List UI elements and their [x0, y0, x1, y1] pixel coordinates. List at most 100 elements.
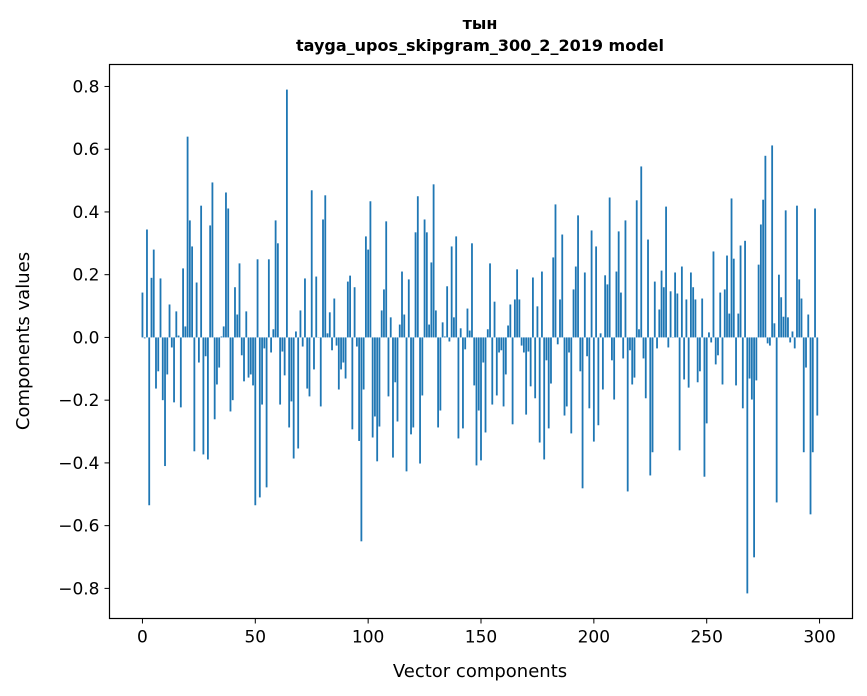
x-tick-label: 200 — [578, 628, 610, 648]
bar-280 — [773, 323, 776, 338]
bar-50 — [254, 337, 257, 506]
bar-41 — [234, 287, 236, 338]
bar-22 — [191, 246, 194, 338]
bar-19 — [184, 326, 187, 338]
bar-250 — [705, 337, 708, 424]
bar-47 — [247, 337, 250, 378]
bar-201 — [595, 246, 598, 338]
bar-106 — [380, 310, 383, 338]
bar-294 — [805, 337, 807, 368]
chart-title-line2: tayga_upos_skipgram_300_2_2019 model — [296, 36, 664, 55]
bar-26 — [200, 205, 203, 338]
bar-52 — [258, 337, 261, 498]
bar-13 — [170, 337, 173, 348]
y-tick-label: 0.4 — [72, 203, 99, 223]
y-axis-ticks: −0.8 −0.6 −0.4 −0.2 0.0 0.2 0.4 0.6 0.8 — [58, 77, 110, 599]
bar-253 — [712, 251, 715, 338]
bar-102 — [371, 337, 374, 438]
bar-108 — [385, 221, 388, 338]
bar-128 — [430, 262, 433, 338]
bar-107 — [383, 289, 385, 338]
bar-112 — [394, 337, 397, 383]
plot-frame — [108, 63, 854, 620]
bar-216 — [629, 337, 631, 351]
bar-266 — [741, 337, 744, 409]
bar-38 — [227, 208, 230, 338]
bar-43 — [238, 263, 241, 338]
bar-55 — [265, 337, 268, 488]
bar-114 — [398, 324, 401, 338]
bar-65 — [288, 337, 291, 428]
bar-257 — [721, 337, 724, 385]
bar-278 — [768, 337, 771, 346]
bar-283 — [780, 297, 783, 338]
bar-188 — [565, 337, 568, 407]
bar-44 — [240, 337, 243, 356]
bar-214 — [624, 220, 627, 338]
bar-183 — [554, 204, 557, 338]
bar-143 — [464, 337, 467, 350]
bar-135 — [446, 286, 449, 338]
bar-66 — [290, 337, 293, 402]
y-axis-label: Components values — [13, 252, 34, 430]
x-tick-label: 250 — [690, 628, 722, 648]
bar-157 — [495, 337, 498, 396]
bar-110 — [389, 317, 392, 338]
bar-219 — [635, 200, 638, 338]
bar-247 — [699, 337, 701, 372]
bar-244 — [692, 287, 695, 338]
bar-12 — [168, 304, 171, 338]
bar-14 — [173, 337, 175, 403]
bar-105 — [378, 337, 381, 427]
x-tick-label: 300 — [803, 628, 835, 648]
bar-255 — [717, 337, 719, 356]
bar-82 — [326, 333, 329, 338]
bar-210 — [615, 271, 618, 338]
bar-70 — [299, 310, 302, 338]
y-tick-label: −0.4 — [58, 454, 99, 474]
bar-234 — [669, 291, 672, 338]
bar-129 — [432, 184, 435, 338]
bar-164 — [511, 337, 514, 425]
bar-125 — [423, 219, 426, 338]
y-tick-label: 0.0 — [72, 328, 99, 348]
bar-81 — [324, 195, 327, 338]
bar-275 — [762, 199, 765, 338]
bar-233 — [667, 337, 670, 348]
bar-178 — [543, 337, 546, 460]
bar-211 — [617, 231, 620, 338]
bar-92 — [349, 275, 351, 338]
bar-86 — [335, 337, 338, 346]
bar-4 — [150, 277, 153, 338]
bar-296 — [809, 337, 812, 515]
bar-2 — [146, 229, 148, 338]
bar-85 — [333, 298, 336, 338]
bar-18 — [182, 268, 184, 338]
chart-title-line1: тын — [463, 14, 498, 33]
bar-240 — [683, 337, 686, 380]
bar-37 — [225, 192, 227, 338]
bar-28 — [204, 337, 207, 357]
bar-9 — [161, 337, 164, 401]
bar-299 — [816, 337, 819, 416]
bar-126 — [425, 232, 428, 338]
bar-20 — [186, 136, 189, 338]
bar-265 — [739, 245, 742, 338]
bar-295 — [807, 314, 810, 338]
bar-226 — [651, 337, 654, 453]
bar-100 — [367, 249, 370, 338]
bar-215 — [626, 337, 629, 492]
bar-62 — [281, 337, 284, 352]
bar-213 — [622, 337, 625, 359]
bar-175 — [536, 306, 539, 338]
bar-21 — [188, 220, 191, 338]
bar-193 — [577, 215, 579, 338]
bars-group — [141, 89, 819, 594]
bar-220 — [638, 329, 640, 338]
bar-77 — [315, 276, 318, 338]
bar-30 — [209, 225, 212, 338]
bar-173 — [532, 277, 534, 338]
bar-270 — [750, 337, 753, 400]
bar-203 — [599, 333, 602, 338]
bar-277 — [766, 337, 769, 344]
